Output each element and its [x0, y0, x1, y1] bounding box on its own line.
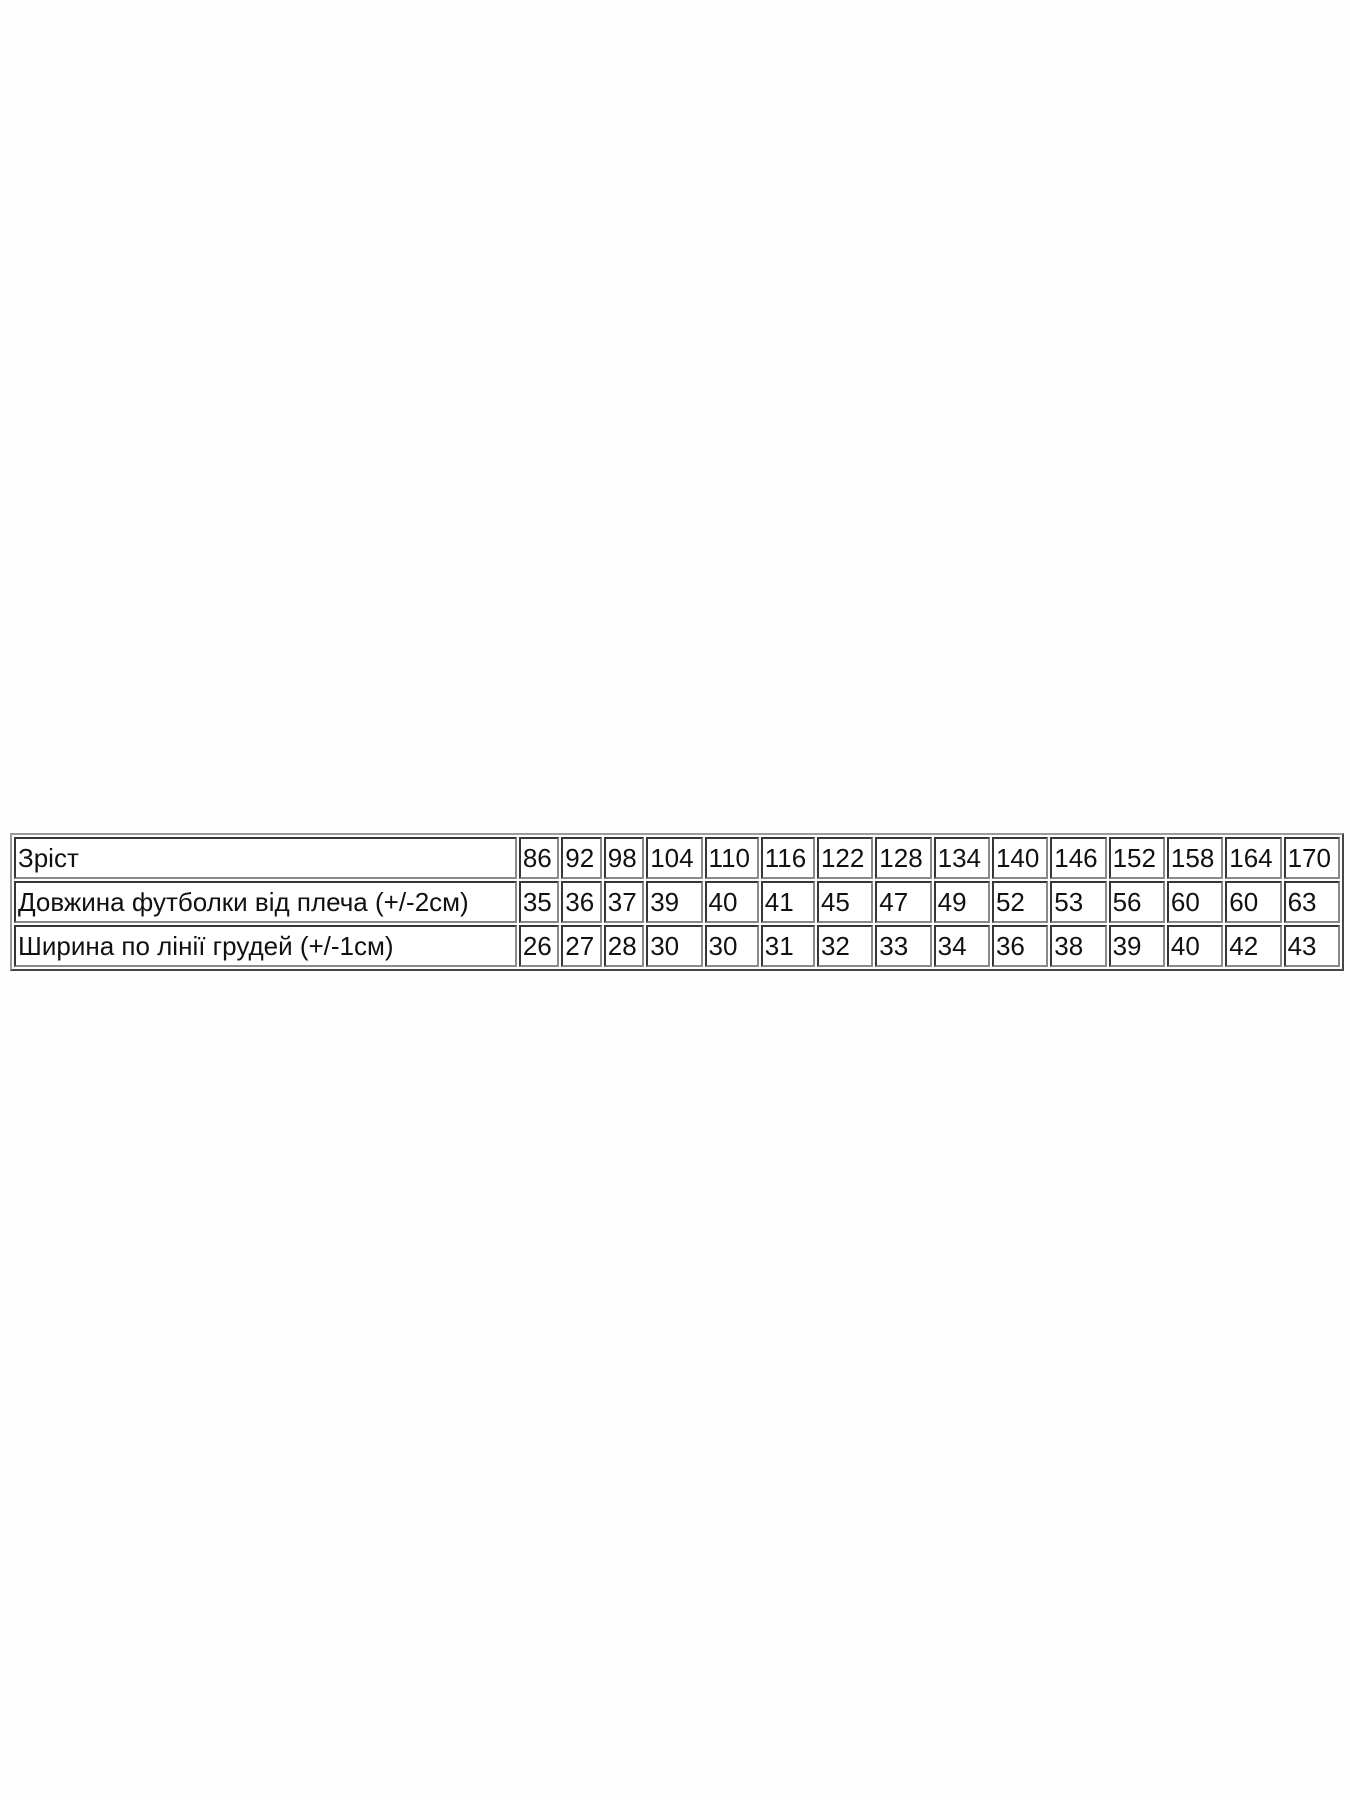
table-cell: 63 — [1283, 881, 1340, 923]
size-chart-table: Зріст 86 92 98 104 110 116 122 128 134 140 146 152 15… — [10, 833, 1344, 971]
table-cell: 33 — [875, 925, 932, 967]
table-cell: 41 — [760, 881, 815, 923]
table-cell: 56 — [1108, 881, 1165, 923]
table-cell: 104 — [646, 837, 703, 879]
table-cell: 28 — [603, 925, 645, 967]
table-cell: 27 — [561, 925, 602, 967]
table-cell: 122 — [816, 837, 874, 879]
table-cell: 32 — [816, 925, 874, 967]
table-cell: 134 — [933, 837, 990, 879]
table-cell: 34 — [933, 925, 990, 967]
table-row: Ширина по лінії грудей (+/-1см) 26 27 28 30 3… — [14, 925, 1340, 967]
table-cell: 26 — [518, 925, 560, 967]
table-cell: 36 — [991, 925, 1049, 967]
table-cell: 86 — [518, 837, 560, 879]
table-cell: 31 — [760, 925, 815, 967]
table-cell: 152 — [1108, 837, 1165, 879]
table-cell: 45 — [816, 881, 874, 923]
table-cell: 158 — [1166, 837, 1224, 879]
table-cell: 30 — [704, 925, 759, 967]
table-cell: 53 — [1050, 881, 1107, 923]
table-cell: 35 — [518, 881, 560, 923]
table-cell: 128 — [875, 837, 932, 879]
table-row: Довжина футболки від плеча (+/-2см) 35 36 3… — [14, 881, 1340, 923]
table-cell: 49 — [933, 881, 990, 923]
table-cell: 52 — [991, 881, 1049, 923]
table-cell: 40 — [1166, 925, 1224, 967]
table-cell: 47 — [875, 881, 932, 923]
table-cell: 38 — [1050, 925, 1107, 967]
table-row: Зріст 86 92 98 104 110 116 122 128 134 140 146 152 15… — [14, 837, 1340, 879]
table-cell: 164 — [1225, 837, 1282, 879]
table-cell: 30 — [646, 925, 703, 967]
table-cell: 37 — [603, 881, 645, 923]
table-cell: 140 — [991, 837, 1049, 879]
table-cell: 92 — [561, 837, 602, 879]
table-cell: 146 — [1050, 837, 1107, 879]
table-cell: 116 — [760, 837, 815, 879]
table-cell: 36 — [561, 881, 602, 923]
table-cell: 110 — [704, 837, 759, 879]
table-cell: 170 — [1283, 837, 1340, 879]
row-label: Зріст — [14, 837, 517, 879]
table-cell: 40 — [704, 881, 759, 923]
table-cell: 60 — [1225, 881, 1282, 923]
row-label: Довжина футболки від плеча (+/-2см) — [14, 881, 517, 923]
table-cell: 43 — [1283, 925, 1340, 967]
table-cell: 39 — [646, 881, 703, 923]
row-label: Ширина по лінії грудей (+/-1см) — [14, 925, 517, 967]
table-cell: 60 — [1166, 881, 1224, 923]
table-cell: 39 — [1108, 925, 1165, 967]
table-cell: 42 — [1225, 925, 1282, 967]
table-cell: 98 — [603, 837, 645, 879]
